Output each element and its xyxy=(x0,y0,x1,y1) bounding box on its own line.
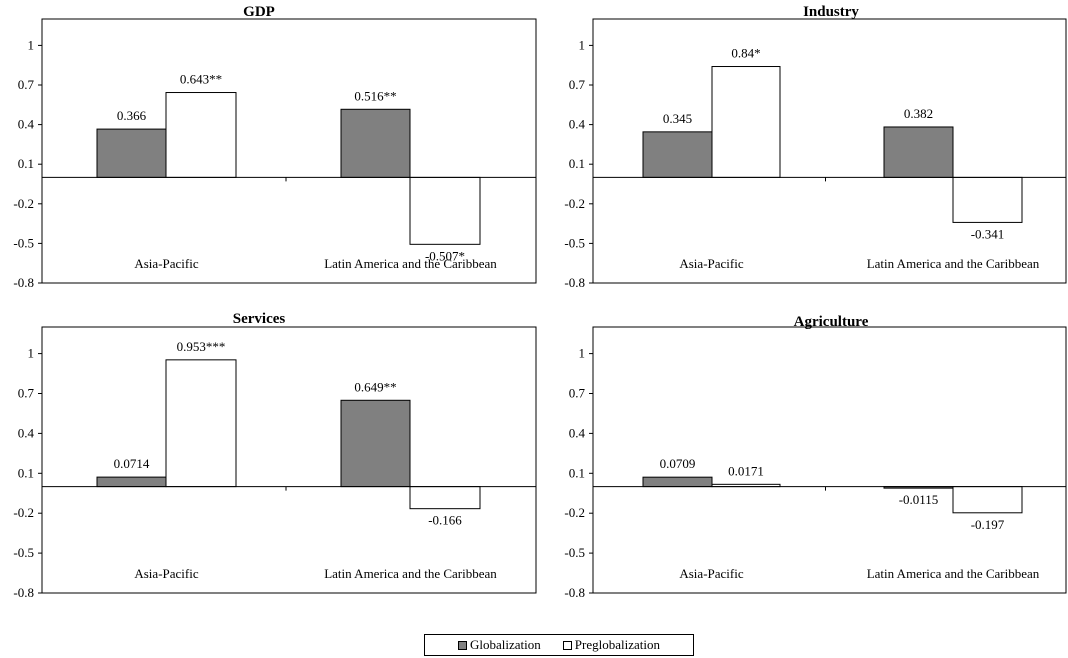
y-tick-label: 0.4 xyxy=(569,117,586,132)
category-label: Latin America and the Caribbean xyxy=(867,256,1040,271)
category-label: Asia-Pacific xyxy=(134,566,198,581)
chart-panel-services: Services 1 0.7 0.4 0.1 -0.2 -0.5 -0.8 0.0714 0.95… xyxy=(13,311,537,600)
plot-frame xyxy=(41,326,537,594)
y-tick-label: 0.4 xyxy=(569,425,586,440)
data-label: 0.649** xyxy=(354,379,396,394)
data-label: 0.382 xyxy=(904,106,933,121)
y-tick-label: 1 xyxy=(579,346,586,361)
y-tick-label: -0.8 xyxy=(13,275,34,290)
bar-preglobalization xyxy=(165,92,237,178)
category-label: Asia-Pacific xyxy=(134,256,198,271)
category-label: Asia-Pacific xyxy=(679,566,743,581)
bar-globalization xyxy=(883,126,954,178)
y-tick-label: 0.4 xyxy=(18,425,35,440)
data-label: 0.84* xyxy=(731,46,760,61)
data-label: 0.0171 xyxy=(728,463,764,478)
data-label: 0.0709 xyxy=(660,456,696,471)
legend-item-globalization: Globalization xyxy=(458,637,541,653)
legend-label-globalization: Globalization xyxy=(470,637,541,652)
y-tick-label: 0.1 xyxy=(569,156,585,171)
y-tick-label: 0.7 xyxy=(569,386,586,401)
data-label: 0.366 xyxy=(117,108,147,123)
chart-title: Agriculture xyxy=(794,314,869,330)
chart-figure: GDP 1 0.7 0.4 0.1 -0.2 -0.5 -0.8 0.366 0.643** Asi… xyxy=(13,4,1067,600)
y-tick-label: -0.8 xyxy=(564,585,585,600)
bar-preglobalization xyxy=(952,486,1023,514)
legend: Globalization Preglobalization xyxy=(424,634,694,656)
chart-panel-industry: Industry 1 0.7 0.4 0.1 -0.2 -0.5 -0.8 0.345 0.84*… xyxy=(564,4,1067,290)
legend-swatch-preglobalization xyxy=(562,640,572,650)
y-tick-label: -0.8 xyxy=(564,275,585,290)
bar-globalization xyxy=(642,476,713,488)
data-label: -0.197 xyxy=(971,517,1005,532)
category-label: Latin America and the Caribbean xyxy=(324,256,497,271)
category-label: Latin America and the Caribbean xyxy=(867,566,1040,581)
y-tick-label: 1 xyxy=(28,37,35,52)
y-tick-label: -0.5 xyxy=(564,545,585,560)
bar-preglobalization xyxy=(711,66,781,178)
chart-title: Industry xyxy=(803,4,859,20)
y-tick-label: -0.2 xyxy=(564,196,585,211)
data-label: -0.0115 xyxy=(899,492,939,507)
bar-globalization xyxy=(340,399,411,488)
category-label: Asia-Pacific xyxy=(679,256,743,271)
y-tick-label: 0.7 xyxy=(18,77,35,92)
data-label: 0.0714 xyxy=(114,456,150,471)
data-label: -0.507* xyxy=(425,248,465,263)
y-tick-label: -0.5 xyxy=(13,545,34,560)
y-tick-label: -0.2 xyxy=(13,505,34,520)
legend-swatch-globalization xyxy=(458,640,468,650)
data-label: -0.341 xyxy=(971,226,1005,241)
data-label: 0.345 xyxy=(663,111,692,126)
data-label: 0.953*** xyxy=(177,339,226,354)
bar-preglobalization xyxy=(165,359,237,488)
y-tick-label: 1 xyxy=(28,346,35,361)
y-tick-label: -0.2 xyxy=(564,505,585,520)
chart-panel-agriculture: Agriculture 1 0.7 0.4 0.1 -0.2 -0.5 -0.8 0.0709 0… xyxy=(564,314,1067,600)
y-tick-label: 1 xyxy=(579,37,586,52)
bar-preglobalization xyxy=(409,486,481,510)
bar-globalization xyxy=(96,128,167,178)
y-tick-label: 0.1 xyxy=(569,465,585,480)
legend-item-preglobalization: Preglobalization xyxy=(562,637,660,653)
y-tick-label: 0.7 xyxy=(569,77,586,92)
y-tick-label: -0.2 xyxy=(13,196,34,211)
bar-globalization xyxy=(642,131,713,178)
chart-panel-gdp: GDP 1 0.7 0.4 0.1 -0.2 -0.5 -0.8 0.366 0.643** Asi… xyxy=(13,4,537,290)
chart-title: GDP xyxy=(243,4,275,20)
y-tick-label: -0.5 xyxy=(13,235,34,250)
y-tick-label: 0.1 xyxy=(18,465,34,480)
data-label: -0.166 xyxy=(428,513,462,528)
y-tick-label: -0.8 xyxy=(13,585,34,600)
bar-preglobalization xyxy=(409,176,481,245)
y-tick-label: 0.7 xyxy=(18,386,35,401)
bar-globalization xyxy=(340,108,411,178)
y-tick-label: -0.5 xyxy=(564,235,585,250)
category-label: Latin America and the Caribbean xyxy=(324,566,497,581)
data-label: 0.643** xyxy=(180,72,222,87)
chart-title: Services xyxy=(233,311,286,327)
data-label: 0.516** xyxy=(354,88,396,103)
y-tick-label: 0.1 xyxy=(18,156,34,171)
legend-label-preglobalization: Preglobalization xyxy=(574,637,660,652)
y-tick-label: 0.4 xyxy=(18,117,35,132)
bar-preglobalization xyxy=(952,176,1023,223)
plot-frame xyxy=(592,326,1067,594)
bar-globalization xyxy=(96,476,167,488)
